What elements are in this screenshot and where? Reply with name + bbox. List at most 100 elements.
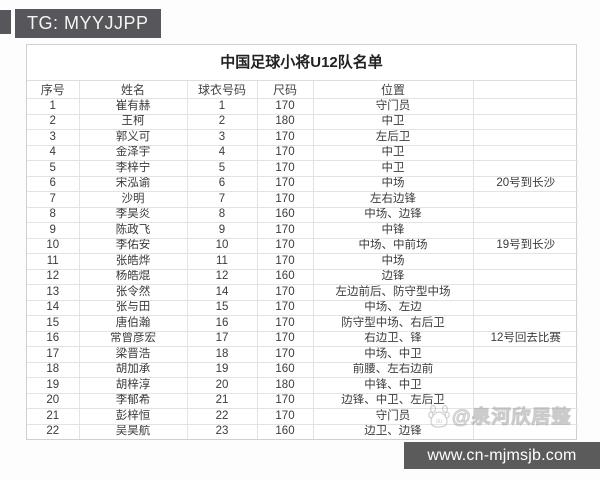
cell-jersey: 5 bbox=[186, 160, 258, 177]
cell-size: 170 bbox=[256, 284, 314, 301]
cell-no: 11 bbox=[27, 253, 80, 270]
table-row: 8 李昊炎 8 160 中场、边锋 bbox=[27, 206, 578, 223]
cell-note bbox=[472, 284, 578, 301]
cell-no: 9 bbox=[27, 222, 80, 239]
cell-no: 3 bbox=[27, 129, 80, 146]
cell-note bbox=[472, 144, 578, 161]
cell-size: 170 bbox=[256, 175, 314, 192]
cell-jersey: 11 bbox=[186, 253, 258, 270]
cell-name: 李郁希 bbox=[78, 392, 188, 409]
cell-size: 170 bbox=[256, 98, 314, 115]
cell-jersey: 7 bbox=[186, 191, 258, 208]
tg-channel-badge: TG: MYYJJPP bbox=[15, 9, 161, 38]
table-row: 18 胡加承 19 160 前腰、左右边前 bbox=[27, 361, 578, 378]
cell-size: 170 bbox=[256, 191, 314, 208]
cell-position: 防守型中场、右后卫 bbox=[312, 315, 474, 332]
cell-name: 张令然 bbox=[78, 284, 188, 301]
cell-note: 19号到长沙 bbox=[472, 237, 578, 254]
cell-size: 160 bbox=[256, 268, 314, 285]
cell-no: 16 bbox=[27, 330, 80, 347]
cell-note bbox=[472, 408, 578, 425]
cell-jersey: 17 bbox=[186, 330, 258, 347]
cell-size: 170 bbox=[256, 346, 314, 363]
cell-no: 21 bbox=[27, 408, 80, 425]
cell-size: 160 bbox=[256, 206, 314, 223]
cell-position: 左右边锋 bbox=[312, 191, 474, 208]
table-row: 20 李郁希 21 170 边锋、中卫、左后卫 bbox=[27, 392, 578, 409]
cell-name: 吴昊航 bbox=[78, 423, 188, 439]
cell-note bbox=[472, 377, 578, 394]
table-row: 17 梁晋浩 18 170 中场、中卫 bbox=[27, 346, 578, 363]
cell-size: 170 bbox=[256, 299, 314, 316]
cell-jersey: 4 bbox=[186, 144, 258, 161]
cell-name: 李梓宁 bbox=[78, 160, 188, 177]
cell-position: 前腰、左右边前 bbox=[312, 361, 474, 378]
cell-size: 170 bbox=[256, 253, 314, 270]
cell-jersey: 16 bbox=[186, 315, 258, 332]
table-row: 22 吴昊航 23 160 边卫、边锋 bbox=[27, 423, 578, 439]
cell-position: 中场、中卫 bbox=[312, 346, 474, 363]
cell-note bbox=[472, 423, 578, 439]
cell-name: 胡梓淳 bbox=[78, 377, 188, 394]
cell-name: 李佑安 bbox=[78, 237, 188, 254]
cell-note bbox=[472, 222, 578, 239]
header-jersey: 球衣号码 bbox=[186, 81, 258, 99]
cell-position: 中卫 bbox=[312, 113, 474, 130]
cell-note bbox=[472, 361, 578, 378]
cell-size: 160 bbox=[256, 423, 314, 439]
cell-position: 中锋 bbox=[312, 222, 474, 239]
roster-table: 序号 姓名 球衣号码 尺码 位置 1 崔有赫 1 170 守门员 2 王柯 2 180 中卫 3 郭义… bbox=[27, 81, 578, 439]
cell-note bbox=[472, 299, 578, 316]
cell-note bbox=[472, 392, 578, 409]
table-row: 6 宋泓谕 6 170 中场 20号到长沙 bbox=[27, 175, 578, 192]
cell-name: 崔有赫 bbox=[78, 98, 188, 115]
table-row: 5 李梓宁 5 170 中卫 bbox=[27, 160, 578, 177]
cell-name: 梁晋浩 bbox=[78, 346, 188, 363]
table-row: 21 彭梓恒 22 170 守门员 bbox=[27, 408, 578, 425]
cell-no: 8 bbox=[27, 206, 80, 223]
cell-jersey: 15 bbox=[186, 299, 258, 316]
cell-position: 中锋、中卫 bbox=[312, 377, 474, 394]
cell-no: 19 bbox=[27, 377, 80, 394]
cell-no: 1 bbox=[27, 98, 80, 115]
cell-jersey: 22 bbox=[186, 408, 258, 425]
cell-jersey: 23 bbox=[186, 423, 258, 439]
cell-note bbox=[472, 268, 578, 285]
cell-size: 180 bbox=[256, 113, 314, 130]
table-row: 11 张皓烨 11 170 中场 bbox=[27, 253, 578, 270]
cell-name: 唐伯瀚 bbox=[78, 315, 188, 332]
table-row: 12 杨皓焜 12 160 边锋 bbox=[27, 268, 578, 285]
cell-note bbox=[472, 315, 578, 332]
table-title: 中国足球小将U12队名单 bbox=[27, 45, 576, 81]
cell-jersey: 6 bbox=[186, 175, 258, 192]
cell-position: 守门员 bbox=[312, 98, 474, 115]
cell-position: 左后卫 bbox=[312, 129, 474, 146]
cell-position: 左边前后、防守型中场 bbox=[312, 284, 474, 301]
cell-jersey: 2 bbox=[186, 113, 258, 130]
table-row: 4 金泽宇 4 170 中卫 bbox=[27, 144, 578, 161]
cell-name: 金泽宇 bbox=[78, 144, 188, 161]
cell-position: 中卫 bbox=[312, 144, 474, 161]
badge-edge-sliver bbox=[0, 10, 11, 34]
cell-jersey: 3 bbox=[186, 129, 258, 146]
cell-size: 170 bbox=[256, 222, 314, 239]
cell-size: 170 bbox=[256, 129, 314, 146]
cell-jersey: 1 bbox=[186, 98, 258, 115]
cell-name: 沙明 bbox=[78, 191, 188, 208]
cell-jersey: 10 bbox=[186, 237, 258, 254]
cell-size: 170 bbox=[256, 144, 314, 161]
cell-note bbox=[472, 129, 578, 146]
table-row: 1 崔有赫 1 170 守门员 bbox=[27, 98, 578, 115]
cell-no: 14 bbox=[27, 299, 80, 316]
cell-no: 10 bbox=[27, 237, 80, 254]
watermark-url-bar: www.cn-mjmsjb.com bbox=[404, 442, 600, 469]
cell-jersey: 12 bbox=[186, 268, 258, 285]
cell-position: 中场 bbox=[312, 253, 474, 270]
cell-size: 170 bbox=[256, 392, 314, 409]
cell-jersey: 19 bbox=[186, 361, 258, 378]
header-row: 序号 姓名 球衣号码 尺码 位置 bbox=[27, 81, 578, 99]
cell-note: 12号回去比赛 bbox=[472, 330, 578, 347]
cell-no: 4 bbox=[27, 144, 80, 161]
cell-position: 中卫 bbox=[312, 160, 474, 177]
cell-jersey: 9 bbox=[186, 222, 258, 239]
